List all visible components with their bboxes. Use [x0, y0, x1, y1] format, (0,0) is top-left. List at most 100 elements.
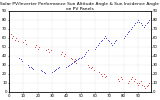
Point	[132, 24, 135, 26]
Point	[44, 72, 46, 74]
Point	[101, 39, 104, 40]
Point	[134, 78, 136, 80]
Point	[89, 68, 92, 69]
Point	[52, 70, 55, 72]
Point	[97, 44, 99, 46]
Point	[150, 80, 152, 82]
Point	[75, 62, 78, 64]
Point	[131, 26, 133, 28]
Point	[34, 46, 36, 48]
Point	[75, 60, 78, 61]
Point	[77, 59, 79, 60]
Point	[78, 58, 81, 59]
Point	[148, 19, 151, 20]
Point	[102, 37, 105, 38]
Point	[147, 84, 149, 85]
Point	[124, 35, 126, 37]
Point	[135, 82, 138, 84]
Point	[16, 40, 19, 42]
Point	[87, 64, 89, 66]
Point	[58, 67, 60, 68]
Point	[71, 62, 73, 64]
Point	[45, 50, 48, 51]
Point	[105, 37, 108, 38]
Point	[144, 87, 146, 89]
Point	[109, 42, 112, 44]
Point	[105, 75, 108, 76]
Point	[18, 57, 20, 58]
Point	[145, 86, 148, 87]
Point	[95, 46, 98, 48]
Point	[98, 42, 101, 44]
Point	[68, 64, 71, 66]
Point	[112, 42, 115, 44]
Point	[120, 77, 122, 78]
Point	[98, 71, 101, 73]
Title: Solar PV/Inverter Performance Sun Altitude Angle & Sun Incidence Angle on PV Pan: Solar PV/Inverter Performance Sun Altitu…	[0, 2, 160, 11]
Point	[74, 60, 76, 62]
Point	[25, 43, 28, 45]
Point	[12, 35, 15, 37]
Point	[54, 69, 56, 71]
Point	[141, 84, 144, 85]
Point	[102, 73, 105, 75]
Point	[129, 78, 132, 80]
Point	[132, 80, 135, 82]
Point	[61, 51, 63, 53]
Point	[134, 22, 136, 24]
Point	[141, 24, 144, 26]
Point	[42, 71, 45, 73]
Point	[129, 28, 132, 29]
Point	[100, 40, 102, 42]
Point	[14, 39, 16, 40]
Point	[82, 55, 85, 57]
Point	[128, 80, 131, 82]
Point	[21, 60, 23, 62]
Point	[140, 22, 142, 24]
Point	[56, 68, 59, 69]
Point	[67, 65, 69, 66]
Point	[39, 69, 42, 71]
Point	[79, 57, 82, 58]
Point	[71, 59, 73, 60]
Point	[15, 37, 18, 38]
Point	[24, 40, 26, 41]
Point	[137, 19, 139, 20]
Point	[32, 68, 35, 70]
Point	[127, 82, 129, 84]
Point	[27, 64, 29, 66]
Point	[104, 77, 106, 78]
Point	[41, 70, 43, 72]
Point	[122, 37, 125, 38]
Point	[145, 22, 148, 24]
Point	[11, 37, 13, 38]
Point	[135, 21, 138, 22]
Point	[72, 61, 75, 63]
Point	[114, 40, 116, 42]
Point	[62, 55, 65, 57]
Point	[104, 35, 106, 37]
Point	[48, 51, 51, 53]
Point	[36, 48, 39, 49]
Point	[150, 17, 152, 19]
Point	[74, 59, 76, 60]
Point	[142, 26, 145, 28]
Point	[8, 35, 10, 37]
Point	[131, 77, 133, 78]
Point	[55, 68, 58, 70]
Point	[138, 82, 141, 84]
Point	[9, 33, 12, 35]
Point	[94, 48, 96, 49]
Point	[107, 39, 109, 40]
Point	[111, 44, 113, 46]
Point	[65, 66, 68, 67]
Point	[118, 80, 121, 82]
Point	[138, 21, 141, 22]
Point	[108, 40, 111, 42]
Point	[125, 33, 128, 35]
Point	[69, 57, 72, 58]
Point	[92, 69, 95, 71]
Point	[91, 66, 93, 67]
Point	[31, 68, 33, 69]
Point	[59, 53, 62, 55]
